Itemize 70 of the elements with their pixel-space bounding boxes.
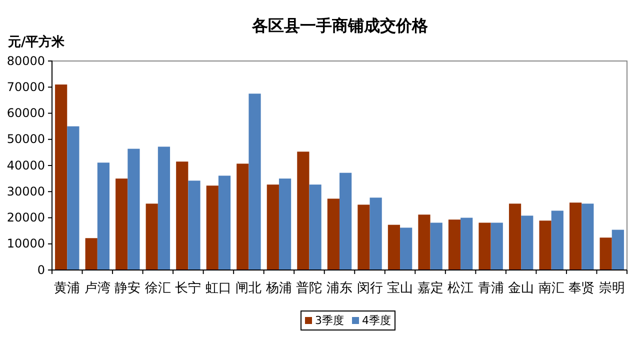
bar xyxy=(67,126,80,270)
y-tick-label: 30000 xyxy=(6,184,45,198)
bar xyxy=(612,230,624,270)
x-tick-label: 金山 xyxy=(508,281,534,296)
bar xyxy=(508,204,522,270)
bar xyxy=(551,210,564,270)
bar xyxy=(266,184,279,270)
x-tick-label: 青浦 xyxy=(478,281,504,296)
y-tick-label: 40000 xyxy=(6,158,45,172)
x-tick-label: 长宁 xyxy=(175,280,202,296)
y-tick-label: 50000 xyxy=(6,132,45,146)
chart-title: 各区县一手商铺成交价格 xyxy=(251,16,429,35)
bar xyxy=(236,164,249,270)
bar xyxy=(297,152,310,270)
x-tick-label: 徐汇 xyxy=(144,281,171,296)
bar xyxy=(128,148,140,270)
bar xyxy=(490,222,503,270)
bar xyxy=(146,204,158,270)
x-tick-label: 普陀 xyxy=(296,280,322,296)
bar xyxy=(521,216,534,270)
bar xyxy=(448,220,461,270)
bar xyxy=(97,162,110,270)
bar xyxy=(582,204,594,270)
bar xyxy=(206,186,218,270)
bar xyxy=(327,198,340,270)
x-tick-label: 卢湾 xyxy=(84,280,110,296)
bar xyxy=(278,178,292,270)
x-tick-label: 宝山 xyxy=(387,280,414,296)
x-tick-label: 虹口 xyxy=(205,281,232,296)
bar xyxy=(570,202,582,270)
x-tick-label: 闵行 xyxy=(356,281,383,296)
x-tick-label: 奉贤 xyxy=(568,281,595,296)
bar xyxy=(55,84,68,270)
y-tick-label: 0 xyxy=(37,262,45,277)
x-tick-label: 浦东 xyxy=(326,281,352,296)
bar xyxy=(116,178,128,270)
bar xyxy=(340,172,352,270)
bar xyxy=(539,220,552,270)
legend-label: 4季度 xyxy=(362,314,391,327)
y-tick-label: 80000 xyxy=(6,54,45,68)
bar xyxy=(388,224,400,270)
legend-label: 3季度 xyxy=(315,314,344,327)
x-tick-label: 嘉定 xyxy=(417,281,444,296)
x-tick-label: 南汇 xyxy=(538,281,564,296)
bar xyxy=(600,238,612,270)
x-tick-label: 松江 xyxy=(448,281,474,296)
x-tick-label: 杨浦 xyxy=(264,281,292,296)
bar xyxy=(176,162,188,270)
x-tick-label: 静安 xyxy=(114,280,141,296)
bar xyxy=(158,146,170,270)
bar xyxy=(218,176,231,270)
bar xyxy=(248,94,261,270)
y-tick-label: 20000 xyxy=(6,210,45,225)
bar xyxy=(418,214,430,270)
y-tick-label: 70000 xyxy=(6,80,45,94)
x-tick-label: 黄浦 xyxy=(54,281,80,296)
bar xyxy=(188,180,200,270)
y-tick-label: 60000 xyxy=(6,106,45,120)
bar xyxy=(309,184,322,270)
bar xyxy=(460,218,473,270)
x-tick-label: 崇明 xyxy=(598,281,625,296)
x-tick-label: 闸北 xyxy=(236,281,262,296)
y-axis-title: 元/平方米 xyxy=(7,34,66,50)
bar xyxy=(370,198,382,270)
bar xyxy=(85,238,98,270)
y-tick-label: 10000 xyxy=(6,236,45,251)
bar xyxy=(400,228,412,270)
bar xyxy=(358,204,370,270)
bar xyxy=(478,222,491,270)
bar xyxy=(430,222,442,270)
